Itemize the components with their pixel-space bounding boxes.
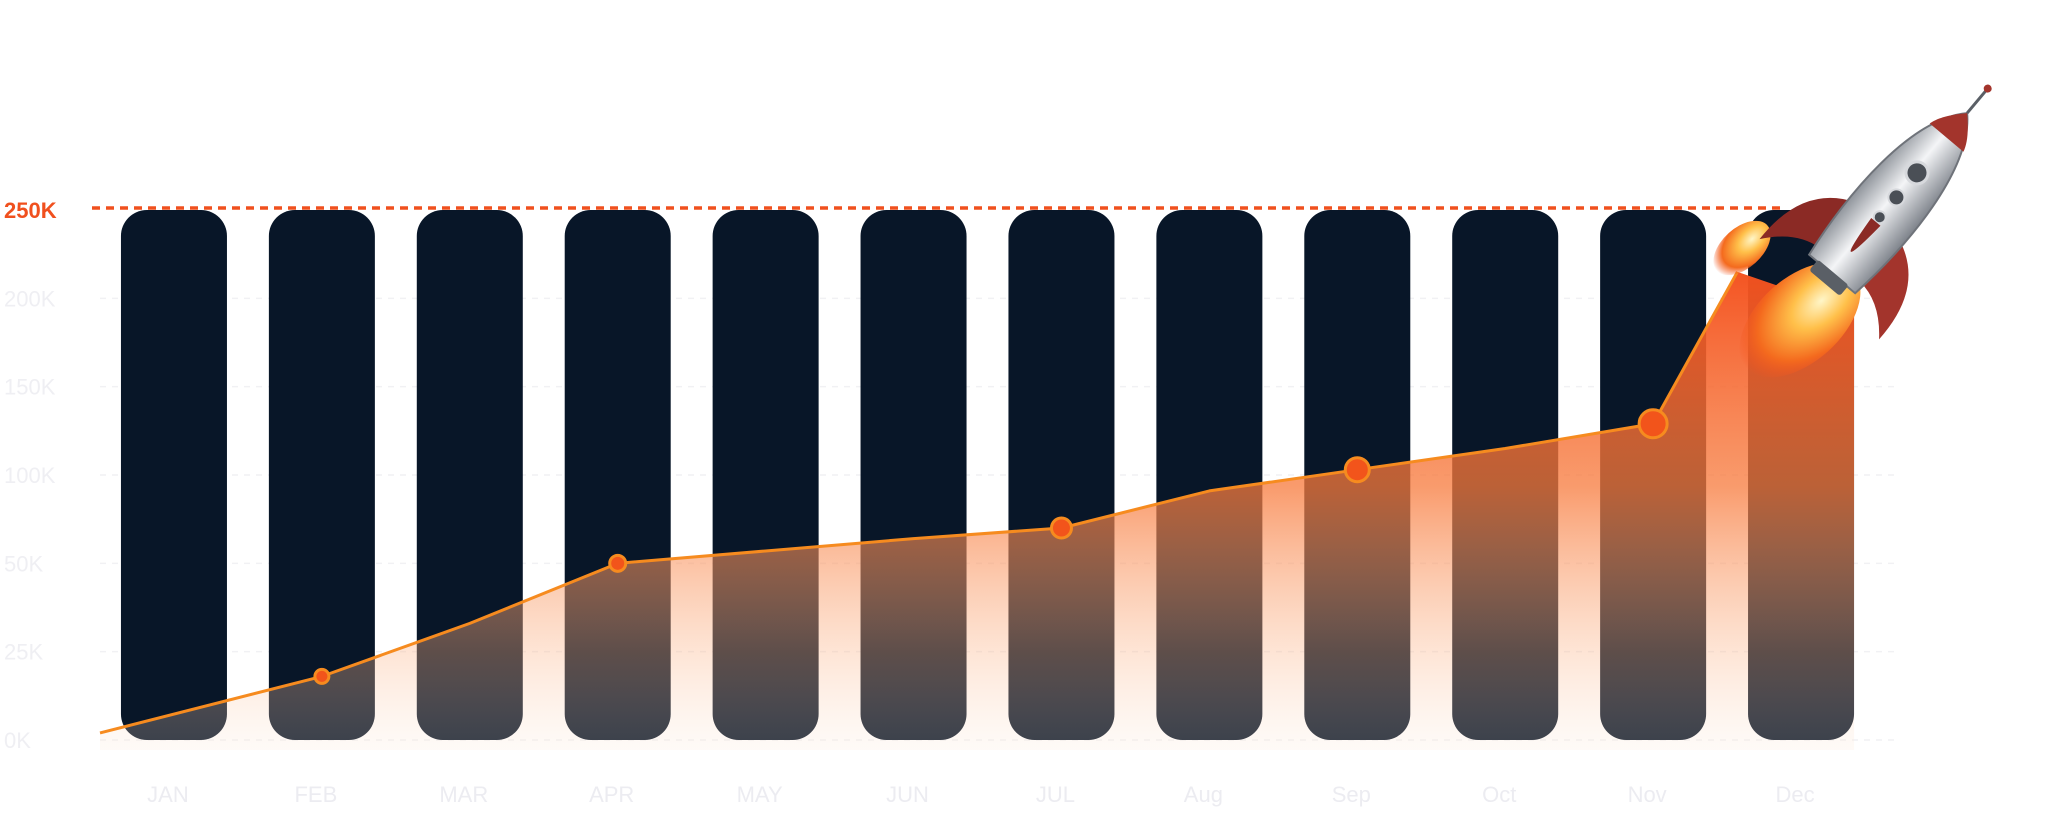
data-point-nov [1637,408,1669,440]
rocket-nozzle [1810,260,1848,295]
month-bar [268,210,375,740]
y-tick-label: 150K [4,375,56,400]
rocket-right-fin [1859,238,1909,340]
x-tick-label: Sep [1332,782,1371,807]
data-point-jul [1049,516,1073,540]
series-line [99,271,1739,735]
rocket-window [1904,160,1930,186]
x-tick-labels: JAN FEB MAR APR MAY JUN JUL Aug Sep Oct Nov Dec [147,782,1814,807]
rocket-illustration [1713,84,1992,378]
rocket-flame [1739,262,1861,378]
rocket-left-fin [1759,197,1856,249]
x-tick-label: JUN [886,782,929,807]
rocket-nose-cone [1929,113,1968,152]
x-tick-label: Oct [1482,782,1516,807]
x-tick-label: Dec [1775,782,1814,807]
series-area [100,271,1855,750]
data-markers [313,408,1669,685]
data-point-apr [608,553,628,573]
month-bar [120,210,227,740]
y-tick-label: 0K [4,728,31,753]
x-tick-label: Nov [1628,782,1667,807]
month-bar [416,210,523,740]
y-tick-labels: 0K 25K 50K 100K 150K 200K 250K [4,198,57,753]
x-tick-label: FEB [294,782,337,807]
x-tick-label: JAN [147,782,189,807]
x-tick-label: Aug [1184,782,1223,807]
x-tick-label: APR [589,782,634,807]
data-point-sep [1343,456,1371,484]
series-area-fill [100,271,1855,750]
series-line-group [99,271,1739,735]
y-tick-label: 250K [4,198,57,223]
y-tick-label: 200K [4,286,56,311]
x-tick-label: JUL [1036,782,1075,807]
data-point-feb [313,667,331,685]
x-tick-label: MAR [439,782,488,807]
y-tick-label: 25K [4,640,43,665]
y-tick-label: 50K [4,551,43,576]
y-tick-label: 100K [4,463,56,488]
rocket-side-flame [1713,220,1771,276]
rocket-antenna [1965,89,1988,115]
x-tick-label: MAY [737,782,783,807]
